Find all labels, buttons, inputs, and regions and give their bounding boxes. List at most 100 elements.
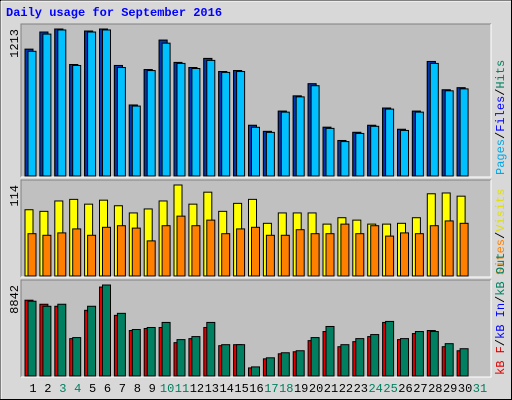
x-tick-label: 12 [190, 382, 204, 396]
bar [429, 225, 439, 277]
bar [340, 141, 350, 177]
bar [370, 334, 380, 377]
x-tick-label: 25 [383, 382, 397, 396]
x-tick-label: 4 [74, 382, 81, 396]
bar [206, 321, 216, 377]
bar [459, 88, 469, 177]
x-tick-label: 17 [264, 382, 278, 396]
bar [146, 326, 156, 377]
x-tick-label: 14 [219, 382, 233, 396]
x-tick-label: 21 [324, 382, 338, 396]
bar [325, 127, 335, 177]
x-tick-label: 27 [413, 382, 427, 396]
bar [236, 344, 246, 377]
bar [191, 336, 201, 377]
x-tick-label: 7 [119, 382, 126, 396]
bar [221, 233, 231, 277]
x-tick-label: 10 [160, 382, 174, 396]
x-tick-label: 16 [249, 382, 263, 396]
bar [206, 219, 216, 277]
bar [191, 68, 201, 177]
legend-entry: Pages [494, 139, 508, 175]
legend-entry: Hits [494, 60, 508, 89]
legend-separator: / [494, 89, 508, 96]
x-tick-label: 13 [205, 382, 219, 396]
bar [310, 337, 320, 377]
bevel [21, 280, 492, 378]
bar [280, 234, 290, 277]
bar [116, 312, 126, 377]
x-tick-label: 5 [89, 382, 96, 396]
bar [385, 108, 395, 177]
x-tick-label: 1 [29, 382, 36, 396]
bar [400, 129, 409, 177]
bar [385, 235, 395, 277]
x-tick-label: 29 [443, 382, 457, 396]
x-tick-label: 31 [473, 382, 487, 396]
bar [355, 338, 365, 377]
y-tick-label: 1213 [8, 29, 22, 58]
bar [161, 42, 171, 177]
bar [400, 232, 409, 277]
bar [385, 320, 395, 377]
bar [295, 350, 305, 377]
x-tick-label: 2 [44, 382, 51, 396]
bar [444, 90, 454, 177]
bar [27, 300, 37, 377]
bar [310, 85, 320, 177]
bar [116, 67, 126, 177]
x-tick-label: 26 [398, 382, 412, 396]
bar [72, 337, 82, 377]
bar [146, 70, 156, 177]
bar [444, 343, 454, 377]
bar [444, 220, 454, 277]
x-tick-label: 28 [428, 382, 442, 396]
x-tick-label: 11 [175, 382, 189, 396]
x-tick-label: 9 [149, 382, 156, 396]
bar [42, 33, 52, 177]
bar [251, 226, 260, 277]
bar [221, 344, 231, 377]
bar [414, 233, 424, 277]
x-tick-label: 8 [134, 382, 141, 396]
chart-title: Daily usage for September 2016 [6, 6, 222, 20]
bar [57, 303, 67, 377]
y-tick-label: 8842 [8, 285, 22, 314]
x-tick-label: 6 [104, 382, 111, 396]
legend-entry: Visits [494, 189, 508, 232]
bar [161, 225, 171, 277]
bar [42, 305, 52, 377]
bar [340, 223, 350, 277]
bar [265, 131, 275, 177]
bar [72, 228, 82, 277]
bar [161, 321, 171, 377]
bar [459, 348, 469, 377]
bar [414, 111, 424, 177]
bar [280, 352, 290, 377]
bar [102, 29, 111, 177]
bar [251, 366, 260, 377]
bar [176, 215, 186, 277]
legend-entry: Sites [494, 239, 508, 275]
legend-separator: / [494, 296, 508, 303]
bevel [20, 23, 491, 177]
bar [370, 125, 380, 177]
legend-entry: kB In [494, 303, 508, 339]
bar [295, 229, 305, 277]
bevel [20, 179, 491, 277]
bar [325, 325, 335, 377]
x-tick-label: 24 [368, 382, 382, 396]
legend: Pages/Files/Hits [494, 60, 508, 175]
bar [131, 105, 141, 177]
bar [221, 71, 231, 177]
bar [191, 225, 201, 277]
x-tick-label: 15 [234, 382, 248, 396]
legend-entry: kB F [494, 346, 508, 375]
x-tick-label: 19 [294, 382, 308, 396]
bar [146, 240, 156, 277]
bar [57, 29, 67, 177]
bar [459, 222, 469, 277]
bar [27, 233, 37, 277]
x-tick-label: 22 [339, 382, 353, 396]
bar [87, 305, 97, 377]
